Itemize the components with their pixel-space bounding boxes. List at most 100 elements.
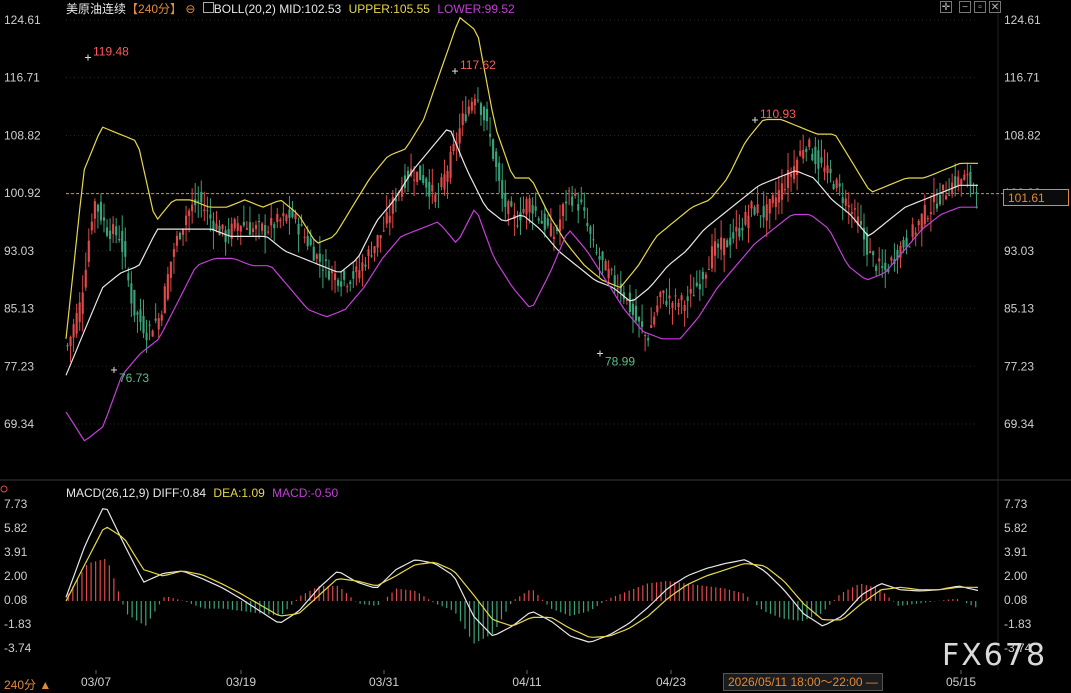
candle-body [276,213,279,223]
candle-body [777,190,780,203]
settings-icon[interactable]: ⊖ [185,2,196,16]
candle-body [501,180,504,199]
candle-body [914,232,917,235]
candle-body [786,169,790,188]
candle-body [920,213,923,231]
candle-body [458,128,461,144]
candle-body [385,212,388,224]
candle-body [729,237,732,246]
candle-body [124,241,127,257]
restore-icon[interactable]: ▫ [974,1,986,13]
candle-body [859,220,863,225]
macd-dea: DEA:1.09 [213,486,265,500]
candle-body [662,290,665,294]
candle-body [756,204,759,214]
macd-legend: MACD(26,12,9) DIFF:0.84 DEA:1.09 MACD:-0… [66,486,338,500]
candle-body [419,165,422,181]
candle-body [504,193,507,207]
candle-body [713,241,717,256]
candle-body [300,224,303,226]
candle-body [720,237,723,250]
candle-body [613,275,616,285]
candle-body [267,231,270,233]
candle-body [647,338,650,341]
close-icon[interactable]: ✕ [989,1,1001,13]
candle-body [659,292,662,298]
candle-body [151,330,154,337]
candle-body [66,345,69,347]
candle-body [844,198,847,206]
candle-body [105,227,109,236]
candle-body [81,292,84,314]
candle-body [261,223,264,231]
candle-body [531,205,534,214]
candle-body [881,266,884,268]
candle-body [592,239,595,241]
candle-body [142,315,145,334]
candle-body [698,283,701,290]
candle-body [191,204,194,212]
candle-body [805,148,808,152]
price-tick-left: 93.03 [4,244,34,258]
candle-body [628,292,631,313]
candle-body [145,332,148,341]
symbol-name: 美原油连续 [66,2,127,16]
candle-body [337,279,340,286]
candle-body [759,215,762,217]
candle-body [738,228,741,237]
candle-body [178,232,182,240]
candle-body [154,318,157,321]
candle-body [489,133,492,137]
candle-body [601,251,604,261]
macd-tick-right: -1.83 [1004,617,1032,631]
macd-tick-left: 5.82 [4,521,28,535]
candle-body [90,221,93,231]
candle-body [130,283,133,304]
candle-body [163,286,166,314]
candle-body [960,179,963,185]
low-annotation: 76.73 [119,371,149,385]
candle-body [723,238,726,256]
current-price-tag: 101.61 [1003,189,1069,206]
candle-body [650,325,653,328]
candle-body [747,215,750,228]
candle-body [762,206,765,218]
macd-tick-left: 7.73 [4,497,28,511]
candle-body [285,215,288,222]
candle-body [957,176,960,186]
price-tick-left: 116.71 [4,71,40,85]
candle-body [282,213,285,217]
candle-body [589,226,592,234]
candle-body [583,207,586,211]
candle-body [549,223,552,237]
candle-body [464,114,467,122]
candle-body [510,201,513,207]
candle-body [324,259,327,261]
candle-body [780,183,783,200]
candle-body [604,260,607,271]
candle-body [230,223,233,239]
crosshair-icon[interactable]: ✛ [940,1,952,13]
candle-body [932,194,935,203]
candle-body [692,295,695,297]
price-tick-right: 77.23 [1004,359,1034,373]
candle-body [680,295,683,301]
candle-body [376,235,379,248]
price-tick-left: 108.82 [4,128,41,142]
period-tag[interactable]: 【240分】 [126,2,183,16]
boll-icon [202,2,214,13]
candle-body [625,298,628,301]
minus-icon[interactable]: − [959,1,971,13]
x-tick-label: 03/07 [81,675,111,689]
candle-body [966,174,969,176]
candle-body [118,238,121,241]
x-tick-label: 05/15 [946,675,976,689]
candle-body [312,246,315,261]
period-selector[interactable]: 240分 ▲ [4,678,52,692]
candle-body [391,197,394,214]
candle-body [215,223,218,230]
candle-body [887,268,890,272]
boll-upper: UPPER:105.55 [348,2,430,16]
candle-body [644,335,647,337]
